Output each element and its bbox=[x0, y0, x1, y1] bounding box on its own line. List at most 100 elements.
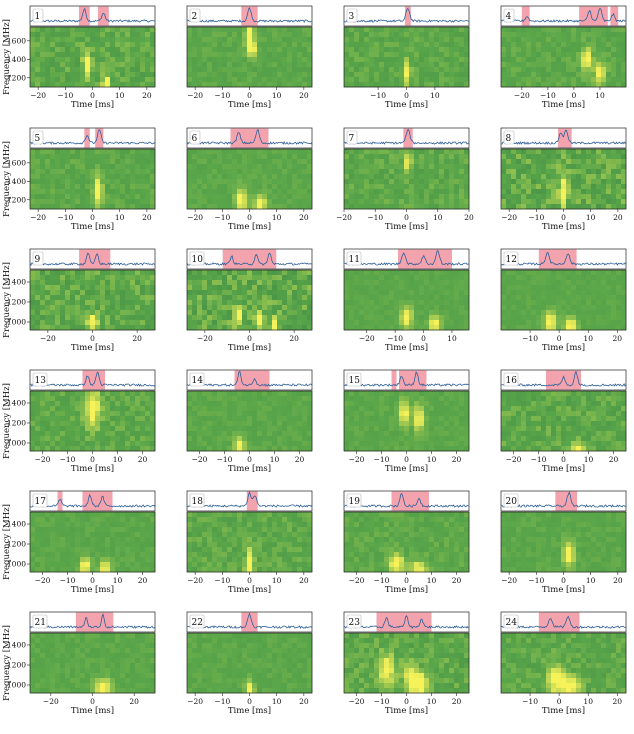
spectrogram-cell bbox=[454, 37, 460, 43]
spectrogram-cell bbox=[60, 204, 66, 210]
spectrogram-cell bbox=[262, 194, 268, 200]
spectrogram-cell bbox=[444, 416, 450, 422]
spectrogram-cell bbox=[374, 72, 380, 78]
spectrogram-cell bbox=[40, 174, 46, 180]
spectrogram-cell bbox=[434, 411, 440, 417]
spectrogram-cell bbox=[616, 52, 622, 58]
spectrogram-cell bbox=[292, 411, 298, 417]
spectrogram-cell bbox=[247, 52, 253, 58]
spectrogram-cell bbox=[125, 204, 131, 210]
spectrogram-cell bbox=[516, 52, 522, 58]
spectrogram-cell bbox=[232, 37, 238, 43]
spectrogram-cell bbox=[536, 270, 542, 276]
spectrogram-cell bbox=[287, 290, 293, 296]
spectrogram-cell bbox=[611, 149, 617, 155]
spectrogram-cell bbox=[70, 290, 76, 296]
spectrogram-cell bbox=[115, 52, 121, 58]
spectrogram-cell bbox=[616, 305, 622, 311]
spectrogram-cell bbox=[100, 154, 106, 160]
spectrogram-cell bbox=[80, 406, 86, 412]
spectrogram-cell bbox=[140, 280, 146, 286]
spectrogram-cell bbox=[125, 72, 131, 78]
spectrogram-cell bbox=[262, 280, 268, 286]
spectrogram-cell bbox=[35, 280, 41, 286]
spectrogram-cell bbox=[257, 406, 263, 412]
spectrogram-cell bbox=[586, 396, 592, 402]
spectrogram-cell bbox=[506, 275, 512, 281]
panel-label-box bbox=[189, 251, 205, 266]
spectrogram-cell bbox=[45, 72, 51, 78]
spectrogram-cell bbox=[601, 189, 607, 195]
spectrogram-cell bbox=[247, 290, 253, 296]
spectrogram-cell bbox=[105, 275, 111, 281]
spectrogram-cell bbox=[45, 441, 51, 447]
spectrogram-cell bbox=[272, 275, 278, 281]
spectrogram-cell bbox=[541, 37, 547, 43]
spectrogram-cell bbox=[394, 67, 400, 73]
spectrogram-cell bbox=[464, 52, 470, 58]
spectrogram-cell bbox=[566, 154, 572, 160]
spectrogram-cell bbox=[187, 42, 193, 48]
spectrogram-cell bbox=[359, 436, 365, 442]
spectrogram-cell bbox=[344, 320, 350, 326]
spectrogram-cell bbox=[262, 77, 268, 83]
x-tick-label: −20 bbox=[192, 455, 208, 464]
spectrogram-cell bbox=[267, 199, 273, 205]
spectrogram-cell bbox=[459, 77, 465, 83]
spectrogram-cell bbox=[566, 315, 572, 321]
spectrogram-cell bbox=[145, 431, 151, 437]
spectrogram-cell bbox=[551, 37, 557, 43]
spectrogram-cell bbox=[242, 169, 248, 175]
spectrogram-cell bbox=[364, 57, 370, 63]
spectrogram-cell bbox=[287, 204, 293, 210]
spectrogram-cell bbox=[521, 421, 527, 427]
spectrogram-cell bbox=[349, 37, 355, 43]
y-tick-label: 1400 bbox=[7, 177, 26, 186]
spectrogram-cell bbox=[359, 32, 365, 38]
spectrogram-cell bbox=[459, 52, 465, 58]
spectrogram-cell bbox=[80, 290, 86, 296]
spectrogram-cell bbox=[591, 72, 597, 78]
spectrogram-cell bbox=[192, 169, 198, 175]
spectrogram-cell bbox=[394, 82, 400, 88]
spectrogram-cell bbox=[601, 169, 607, 175]
spectrogram-cell bbox=[546, 421, 552, 427]
spectrogram-cell bbox=[197, 199, 203, 205]
spectrogram-cell bbox=[531, 52, 537, 58]
spectrogram-cell bbox=[135, 315, 141, 321]
spectrogram-cell bbox=[140, 396, 146, 402]
spectrogram-cell bbox=[70, 194, 76, 200]
panel-label: 13 bbox=[35, 376, 47, 386]
spectrogram-cell bbox=[354, 149, 360, 155]
spectrogram-cell bbox=[596, 169, 602, 175]
spectrogram-cell bbox=[501, 62, 507, 68]
spectrogram-cell bbox=[434, 290, 440, 296]
spectrogram-cell bbox=[611, 320, 617, 326]
spectrogram-cell bbox=[409, 426, 415, 432]
spectrogram-cell bbox=[556, 391, 562, 397]
spectrogram-cell bbox=[616, 194, 622, 200]
spectrogram-cell bbox=[207, 32, 213, 38]
spectrogram-cell bbox=[130, 320, 136, 326]
profile-frame bbox=[29, 127, 156, 149]
spectrogram-cell bbox=[207, 270, 213, 276]
spectrogram-cell bbox=[536, 42, 542, 48]
spectrogram-cell bbox=[35, 426, 41, 432]
spectrogram-cell bbox=[434, 305, 440, 311]
spectrogram-cell bbox=[596, 82, 602, 88]
spectrogram-cell bbox=[95, 194, 101, 200]
spectrogram-cell bbox=[581, 77, 587, 83]
spectrogram-cell bbox=[551, 391, 557, 397]
spectrogram-cell bbox=[272, 169, 278, 175]
spectrogram-cell bbox=[65, 446, 71, 452]
spectrogram-cell bbox=[606, 57, 612, 63]
spectrogram-cell bbox=[272, 67, 278, 73]
spectrogram-cell bbox=[100, 285, 106, 291]
spectrogram-cell bbox=[55, 62, 61, 68]
spectrogram-cell bbox=[242, 421, 248, 427]
spectrogram-cell bbox=[292, 275, 298, 281]
spectrogram-cell bbox=[60, 300, 66, 306]
spectrogram-cell bbox=[586, 275, 592, 281]
spectrogram-cell bbox=[414, 174, 420, 180]
spectrogram-cell bbox=[115, 179, 121, 185]
